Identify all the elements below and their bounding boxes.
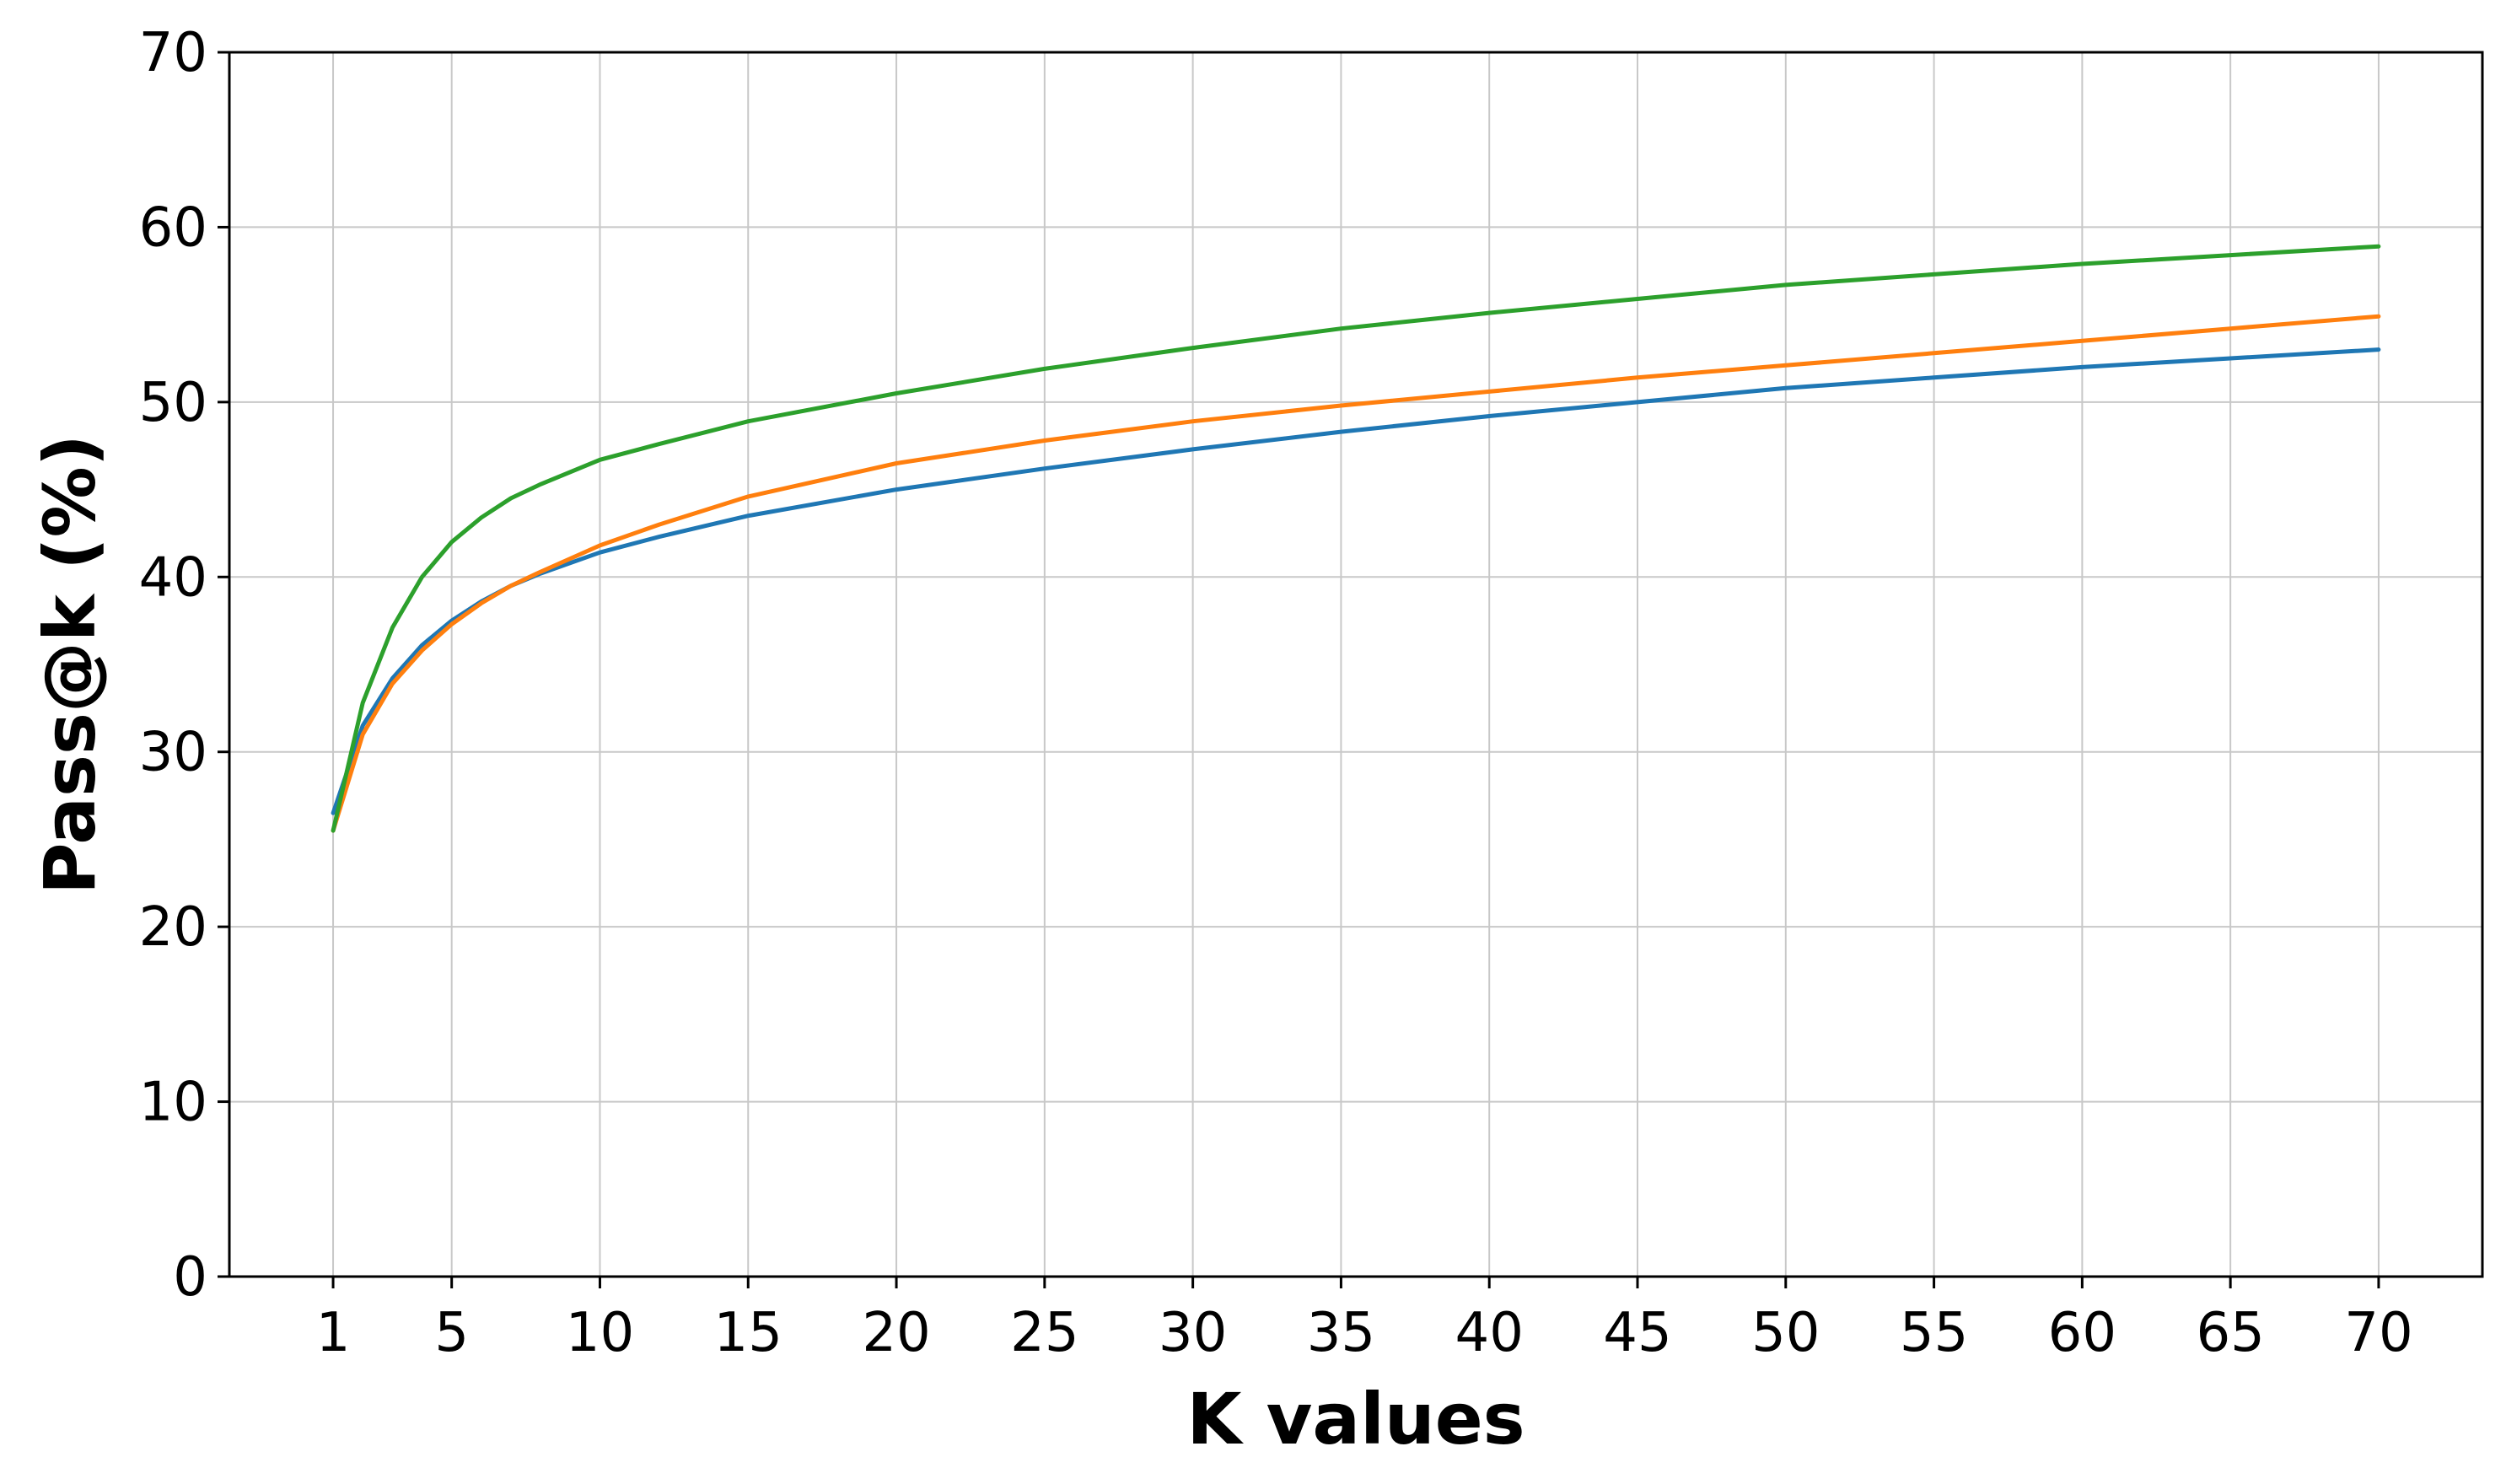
y-tick-label: 50: [139, 372, 207, 434]
series-line-3: [331, 244, 2381, 833]
y-tick-label: 20: [139, 896, 207, 959]
y-tick-label: 10: [139, 1072, 207, 1134]
x-tick-label: 5: [434, 1302, 469, 1364]
x-tick-label: 20: [862, 1302, 930, 1364]
x-tick-label: 35: [1307, 1302, 1375, 1364]
tick-layer: 1 5 10 15 20 25 30 35 40 45 50 55 60 65 70010203040506…: [139, 22, 2413, 1364]
x-tick-label: 65: [2196, 1302, 2264, 1364]
x-tick-label: 55: [1900, 1302, 1968, 1364]
y-tick-label: 70: [139, 22, 207, 84]
series-line-1: [331, 347, 2381, 815]
series-layer: [331, 244, 2381, 833]
x-tick-label: 10: [566, 1302, 634, 1364]
x-axis-label: K values: [1186, 1378, 1525, 1460]
x-tick-label: 1: [316, 1302, 351, 1364]
grid-layer: [229, 51, 2482, 1277]
y-tick-label: 30: [139, 722, 207, 784]
x-tick-label: 25: [1010, 1302, 1078, 1364]
x-tick-label: 40: [1455, 1302, 1523, 1364]
y-tick-label: 40: [139, 546, 207, 609]
y-axis-label: Pass@k (%): [29, 434, 111, 895]
x-tick-label: 60: [2048, 1302, 2116, 1364]
x-tick-label: 30: [1159, 1302, 1227, 1364]
x-tick-label: 45: [1603, 1302, 1671, 1364]
y-tick-label: 60: [139, 196, 207, 259]
x-tick-label: 70: [2344, 1302, 2412, 1364]
axes-frame: [228, 51, 2484, 1278]
series-line-2: [331, 314, 2381, 833]
x-tick-label: 15: [714, 1302, 782, 1364]
y-tick-label: 0: [173, 1246, 207, 1309]
x-tick-label: 50: [1751, 1302, 1820, 1364]
